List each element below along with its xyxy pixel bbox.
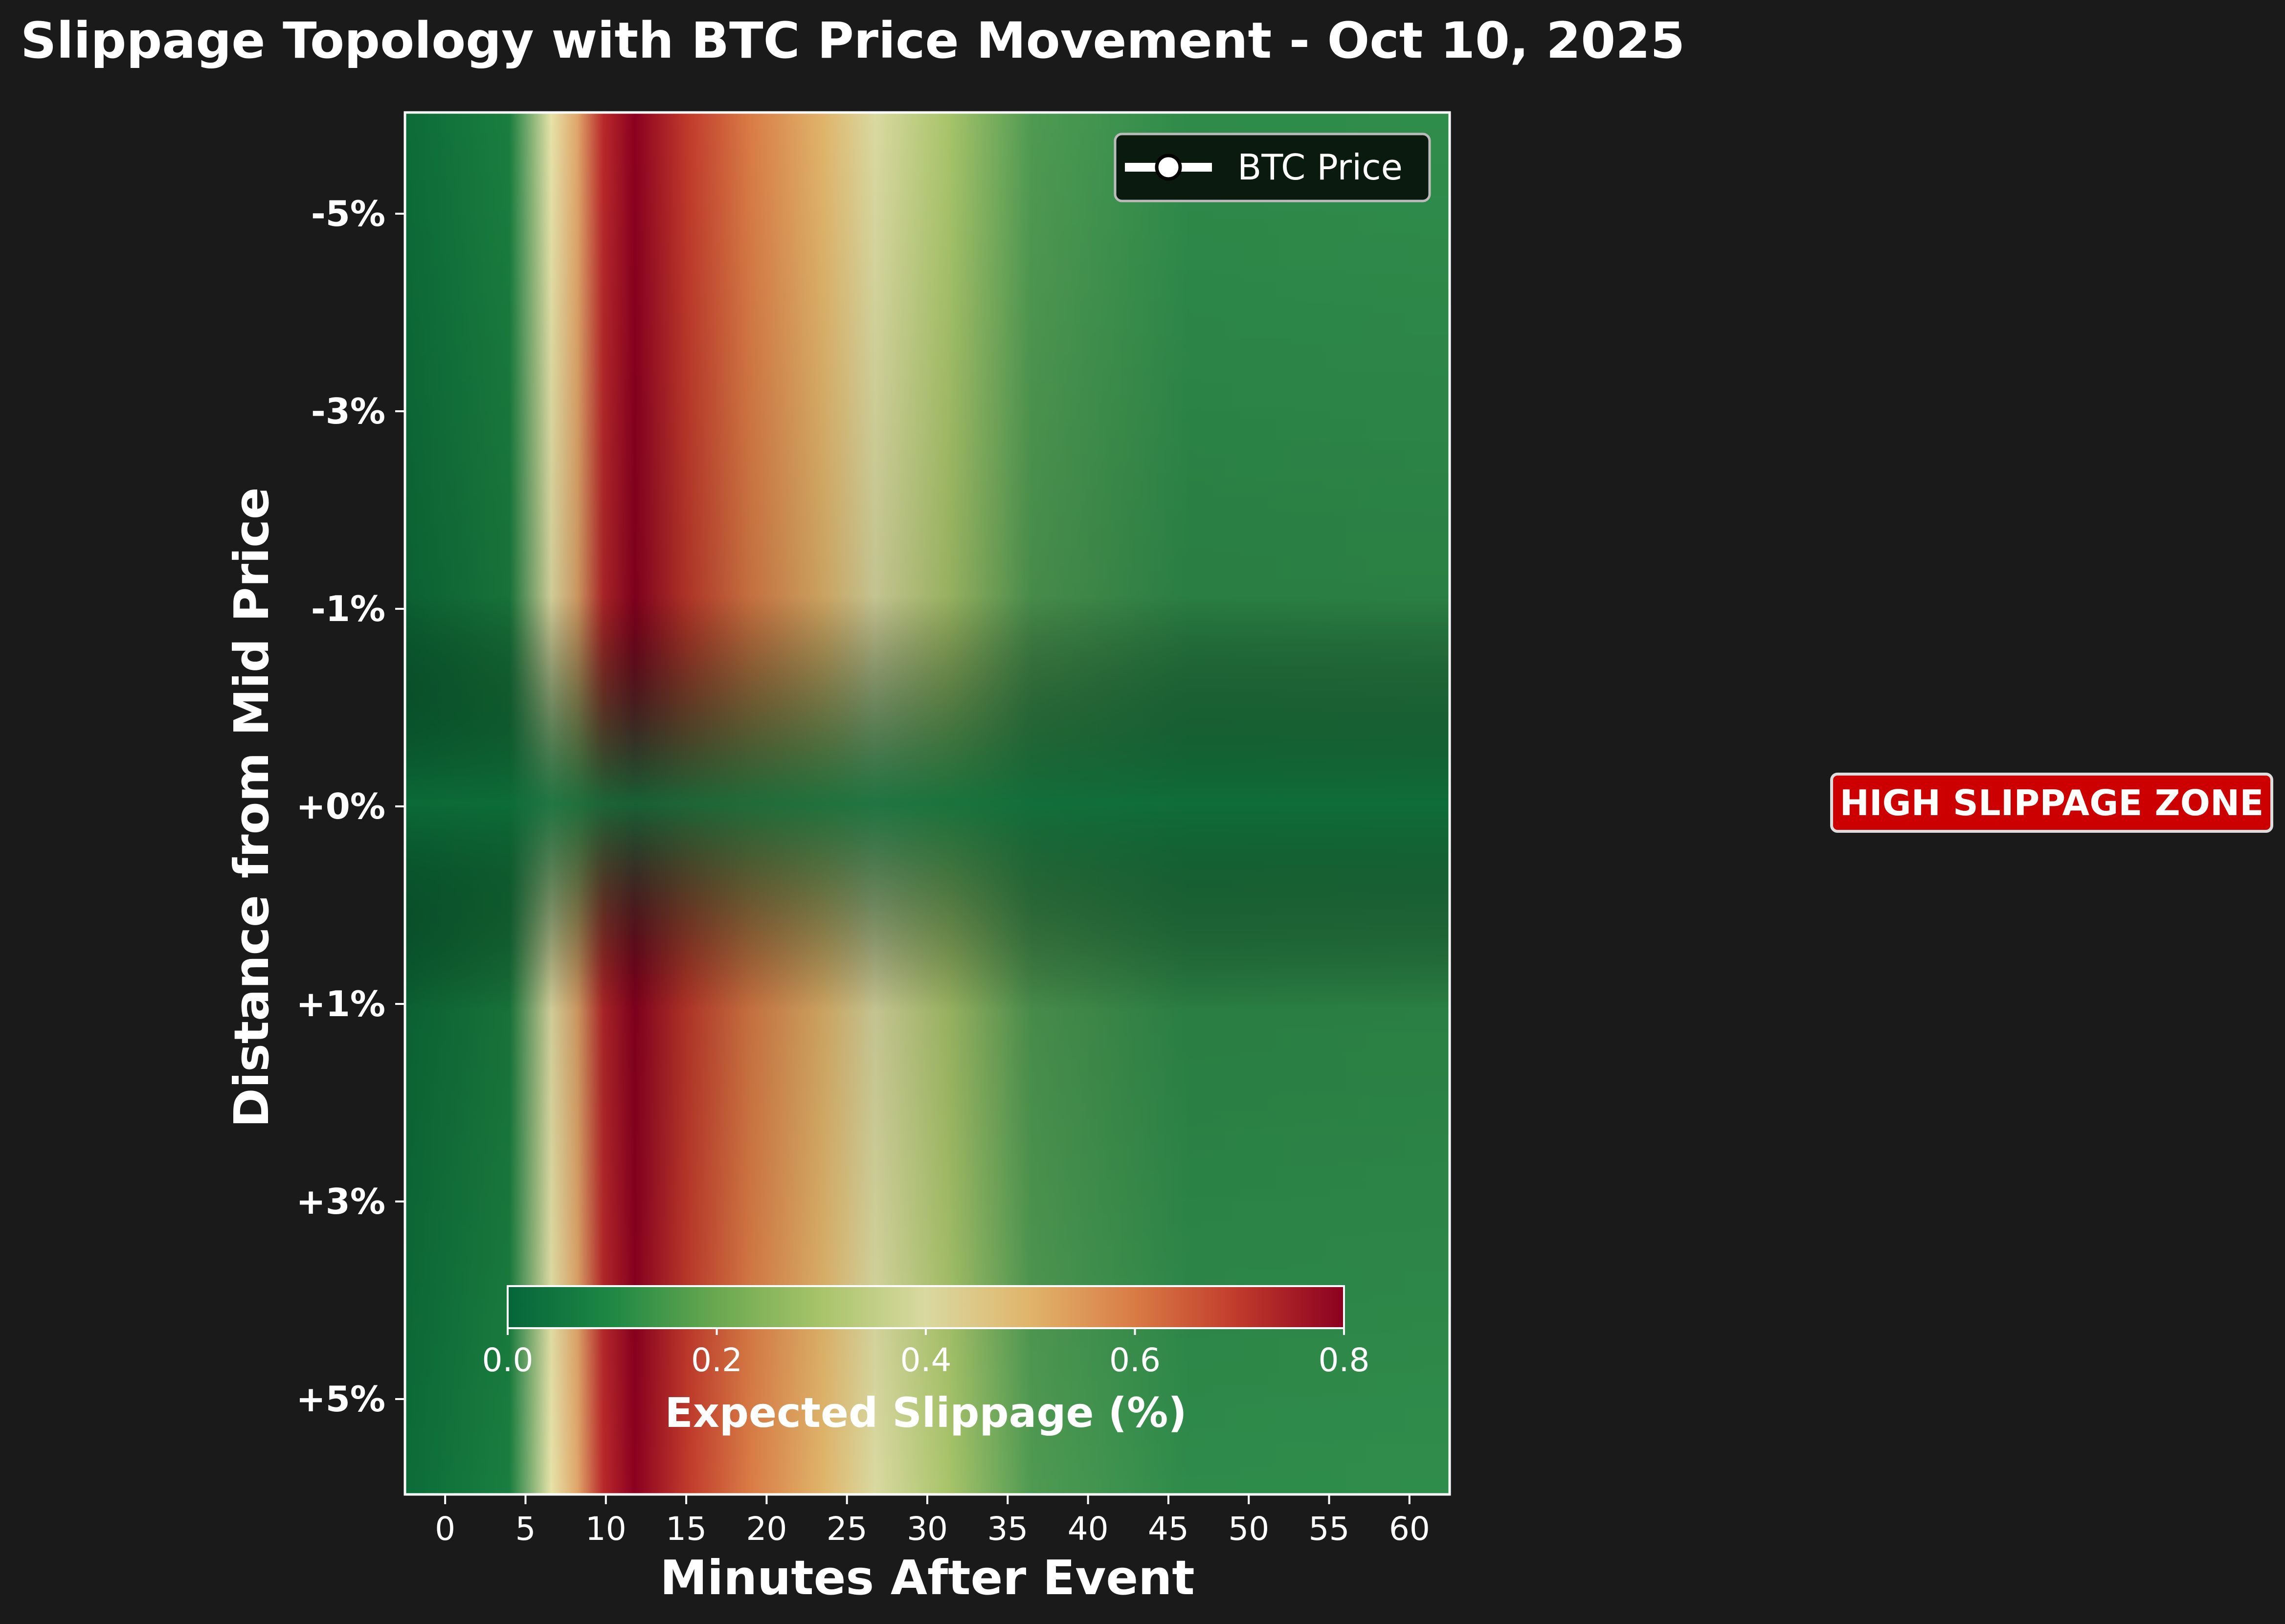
colorbar-tick-label: 0.4 (900, 1341, 952, 1379)
y-axis-title: Distance from Mid Price (224, 487, 279, 1127)
high-slippage-zone-badge: HIGH SLIPPAGE ZONE (1830, 773, 2273, 833)
zone-badge-box (1830, 773, 2273, 833)
y-tick-label: -5% (311, 193, 385, 234)
y-axis-ticks: -5% -3% -1% +0% +1% +3% +5% (296, 193, 405, 1420)
x-tick-label: 50 (1228, 1510, 1269, 1548)
x-axis-title: Minutes After Event (660, 1550, 1194, 1605)
y-tick-label: +5% (296, 1379, 385, 1420)
x-tick-label: 35 (987, 1510, 1028, 1548)
x-tick-label: 15 (666, 1510, 707, 1548)
x-tick-label: 5 (515, 1510, 536, 1548)
legend-box (1114, 133, 1431, 202)
x-tick-label: 45 (1148, 1510, 1189, 1548)
colorbar-tick-label: 0.6 (1109, 1341, 1161, 1379)
heatmap-midline-band (405, 112, 1450, 1494)
y-tick-label: +3% (296, 1181, 385, 1222)
x-tick-label: 40 (1068, 1510, 1109, 1548)
colorbar-tick-label: 0.0 (482, 1341, 534, 1379)
colorbar-title: Expected Slippage (%) (665, 1389, 1187, 1437)
colorbar-ticks: 0.0 0.2 0.4 0.6 0.8 (482, 1328, 1370, 1379)
x-tick-label: 55 (1309, 1510, 1350, 1548)
legend-label-btc-price: BTC Price (1237, 147, 1403, 188)
x-tick-label: 20 (746, 1510, 787, 1548)
y-tick-label: -3% (311, 391, 385, 432)
colorbar-gradient (507, 1285, 1345, 1329)
chart-title: Slippage Topology with BTC Price Movemen… (21, 12, 1685, 70)
x-tick-label: 10 (585, 1510, 627, 1548)
x-tick-label: 0 (435, 1510, 455, 1548)
heatmap-plot (405, 112, 1450, 1494)
x-tick-label: 60 (1389, 1510, 1430, 1548)
legend-marker-swatch (1155, 154, 1182, 181)
legend: BTC Price (1114, 133, 1431, 202)
x-axis-ticks: 0 5 10 15 20 25 30 35 40 45 50 55 60 (435, 1494, 1430, 1548)
x-tick-label: 25 (827, 1510, 868, 1548)
x-tick-label: 30 (907, 1510, 948, 1548)
y-tick-label: +1% (296, 983, 385, 1024)
colorbar-tick-label: 0.2 (691, 1341, 742, 1379)
colorbar-tick-label: 0.8 (1319, 1341, 1370, 1379)
y-tick-label: +0% (296, 786, 385, 827)
zone-badge-label: HIGH SLIPPAGE ZONE (1840, 782, 2264, 823)
y-tick-label: -1% (311, 588, 385, 629)
colorbar: 0.0 0.2 0.4 0.6 0.8 Expected Slippage (%) (482, 1285, 1370, 1437)
